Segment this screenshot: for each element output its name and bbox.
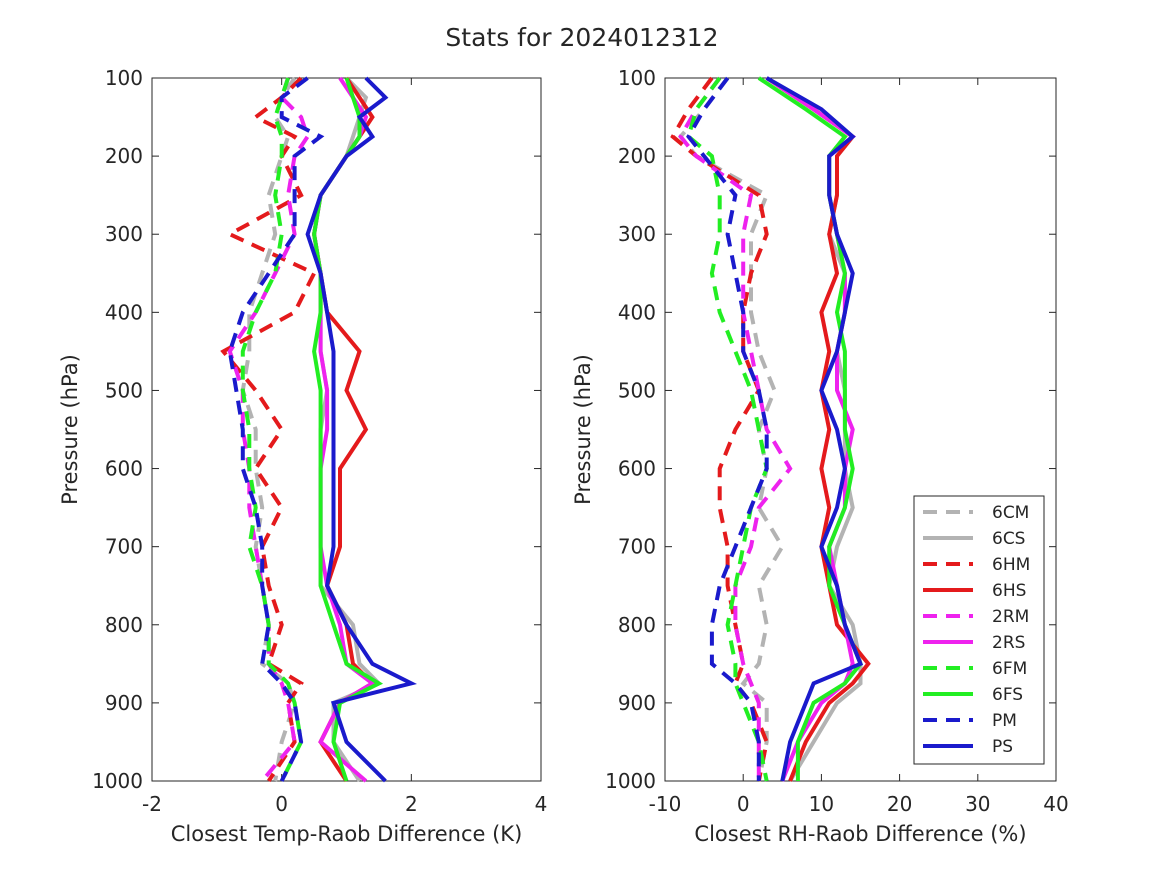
- temp-series-6cs: [312, 76, 383, 783]
- temp-y-tick-label: 600: [105, 457, 143, 481]
- temp-y-axis-label: Pressure (hPa): [58, 354, 82, 505]
- rh-series-6hs: [765, 76, 871, 782]
- temp-diff-panel: -2 0 2 4 100 200 300 400 500 600 700 800 900 1000 Clos…: [58, 66, 547, 846]
- legend-label-2rm: 2RM: [992, 607, 1029, 627]
- legend-label-pm: PM: [992, 711, 1017, 731]
- rh-x-axis-label: Closest RH-Raob Difference (%): [694, 822, 1026, 846]
- temp-series-6fm: [240, 77, 304, 782]
- temp-y-tick-label: 900: [105, 691, 143, 715]
- temp-series-pm: [227, 76, 325, 782]
- rh-y-tick-label: 500: [618, 378, 656, 402]
- temp-x-tick-label: 0: [275, 792, 288, 816]
- rh-x-tick-label: 20: [887, 792, 912, 816]
- temp-y-tick-label: 100: [105, 66, 143, 90]
- temp-x-axis-label: Closest Temp-Raob Difference (K): [171, 822, 523, 846]
- rh-x-tick-label: 40: [1043, 792, 1068, 816]
- rh-series-ps: [765, 76, 864, 782]
- rh-series-2rm: [678, 76, 793, 781]
- temp-x-tick-label: 2: [405, 792, 418, 816]
- rh-series-6fm: [686, 76, 769, 782]
- legend-label-6hm: 6HM: [992, 555, 1030, 575]
- rh-y-tick-label: 300: [618, 222, 656, 246]
- legend-label-6cs: 6CS: [992, 529, 1025, 549]
- temp-y-tick-label: 300: [105, 222, 143, 246]
- temp-x-tick-label: 4: [535, 792, 548, 816]
- legend-label-6hs: 6HS: [992, 581, 1026, 601]
- figure-title: Stats for 2024012312: [445, 23, 718, 52]
- rh-x-tick-label: 10: [809, 792, 834, 816]
- legend-label-6fm: 6FM: [992, 659, 1027, 679]
- legend-label-2rs: 2RS: [992, 633, 1025, 653]
- rh-y-tick-label: 900: [618, 691, 656, 715]
- temp-y-tick-label: 500: [105, 378, 143, 402]
- rh-y-tick-label: 400: [618, 300, 656, 324]
- temp-x-tick-label: -2: [142, 792, 162, 816]
- temp-series-6hm: [220, 76, 317, 783]
- rh-y-tick-label: 200: [618, 144, 656, 168]
- legend-label-ps: PS: [992, 737, 1013, 757]
- rh-y-tick-label: 700: [618, 535, 656, 559]
- temp-plot-area: [151, 77, 542, 782]
- legend-label-6fs: 6FS: [992, 685, 1023, 705]
- temp-y-tick-label: 200: [105, 144, 143, 168]
- temp-y-tick-label: 400: [105, 300, 143, 324]
- temp-y-tick-label: 1000: [92, 769, 143, 793]
- rh-series-pm: [686, 76, 769, 781]
- rh-y-tick-label: 100: [618, 66, 656, 90]
- rh-y-tick-label: 1000: [605, 769, 656, 793]
- rh-x-tick-label: 30: [965, 792, 990, 816]
- temp-series-6fs: [312, 77, 384, 782]
- legend-label-6cm: 6CM: [992, 503, 1029, 523]
- temp-series-ps: [305, 76, 418, 783]
- temp-y-tick-label: 700: [105, 535, 143, 559]
- rh-y-tick-label: 800: [618, 613, 656, 637]
- temp-series-2rm: [227, 77, 310, 783]
- rh-y-tick-label: 600: [618, 457, 656, 481]
- temp-y-tick-label: 800: [105, 613, 143, 637]
- rh-x-tick-label: -10: [649, 792, 682, 816]
- rh-x-tick-label: 0: [737, 792, 750, 816]
- rh-y-axis-label: Pressure (hPa): [571, 354, 595, 505]
- legend: 6CM 6CS 6HM 6HS 2RM 2RS 6FM 6FS PM PS: [913, 495, 1045, 765]
